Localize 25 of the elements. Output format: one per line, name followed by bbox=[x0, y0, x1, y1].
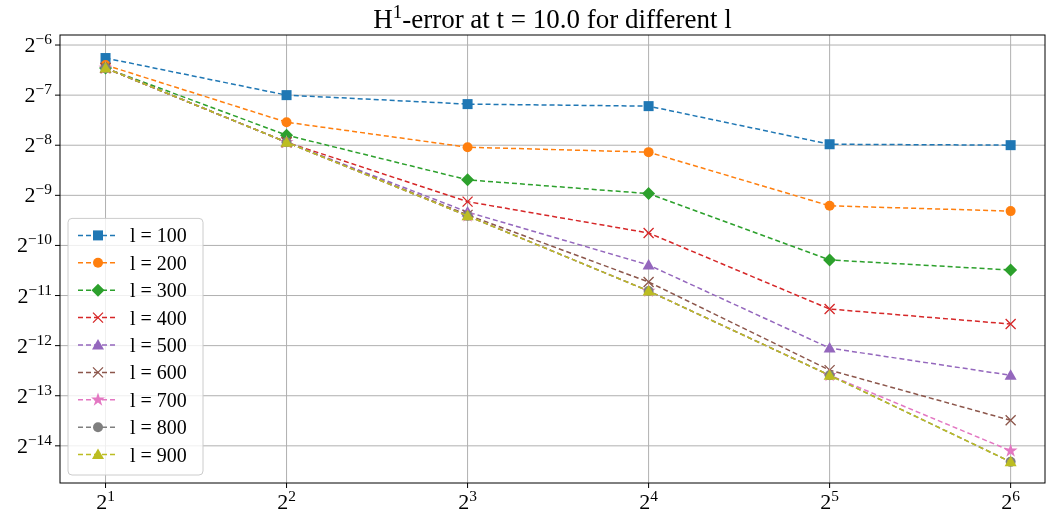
y-tick-label: 2$^{−7}$ bbox=[24, 79, 53, 108]
x-tick-label: 2$^{5}$ bbox=[820, 486, 840, 514]
legend-label: l = 300 bbox=[130, 279, 187, 302]
legend-label: l = 100 bbox=[130, 224, 187, 247]
legend-label: l = 600 bbox=[130, 361, 187, 384]
y-tick-label: 2$^{−8}$ bbox=[24, 129, 53, 158]
x-tick-label: 2$^{6}$ bbox=[1001, 486, 1021, 514]
y-tick-label: 2$^{−14}$ bbox=[16, 430, 53, 458]
y-tick-label: 2$^{−12}$ bbox=[16, 330, 52, 358]
x-tick-label: 2$^{3}$ bbox=[458, 486, 478, 514]
legend-label: l = 700 bbox=[130, 388, 187, 411]
y-tick-label: 2$^{−11}$ bbox=[17, 280, 52, 308]
x-tick-label: 2$^{1}$ bbox=[96, 486, 115, 514]
x-tick-label: 2$^{4}$ bbox=[639, 486, 659, 514]
chart-title: H$^{1}$-error at t = 10.0 for different l bbox=[373, 0, 732, 34]
legend-label: l = 400 bbox=[130, 306, 187, 329]
y-tick-label: 2$^{−9}$ bbox=[24, 179, 53, 208]
legend-label: l = 900 bbox=[130, 443, 187, 466]
x-tick-label: 2$^{2}$ bbox=[277, 486, 296, 514]
y-tick-label: 2$^{−6}$ bbox=[24, 29, 53, 58]
y-tick-label: 2$^{−13}$ bbox=[16, 380, 53, 408]
y-tick-label: 2$^{−10}$ bbox=[16, 229, 53, 258]
legend-label: l = 200 bbox=[130, 251, 187, 274]
legend-label: l = 500 bbox=[130, 334, 187, 356]
legend-label: l = 800 bbox=[130, 416, 187, 439]
